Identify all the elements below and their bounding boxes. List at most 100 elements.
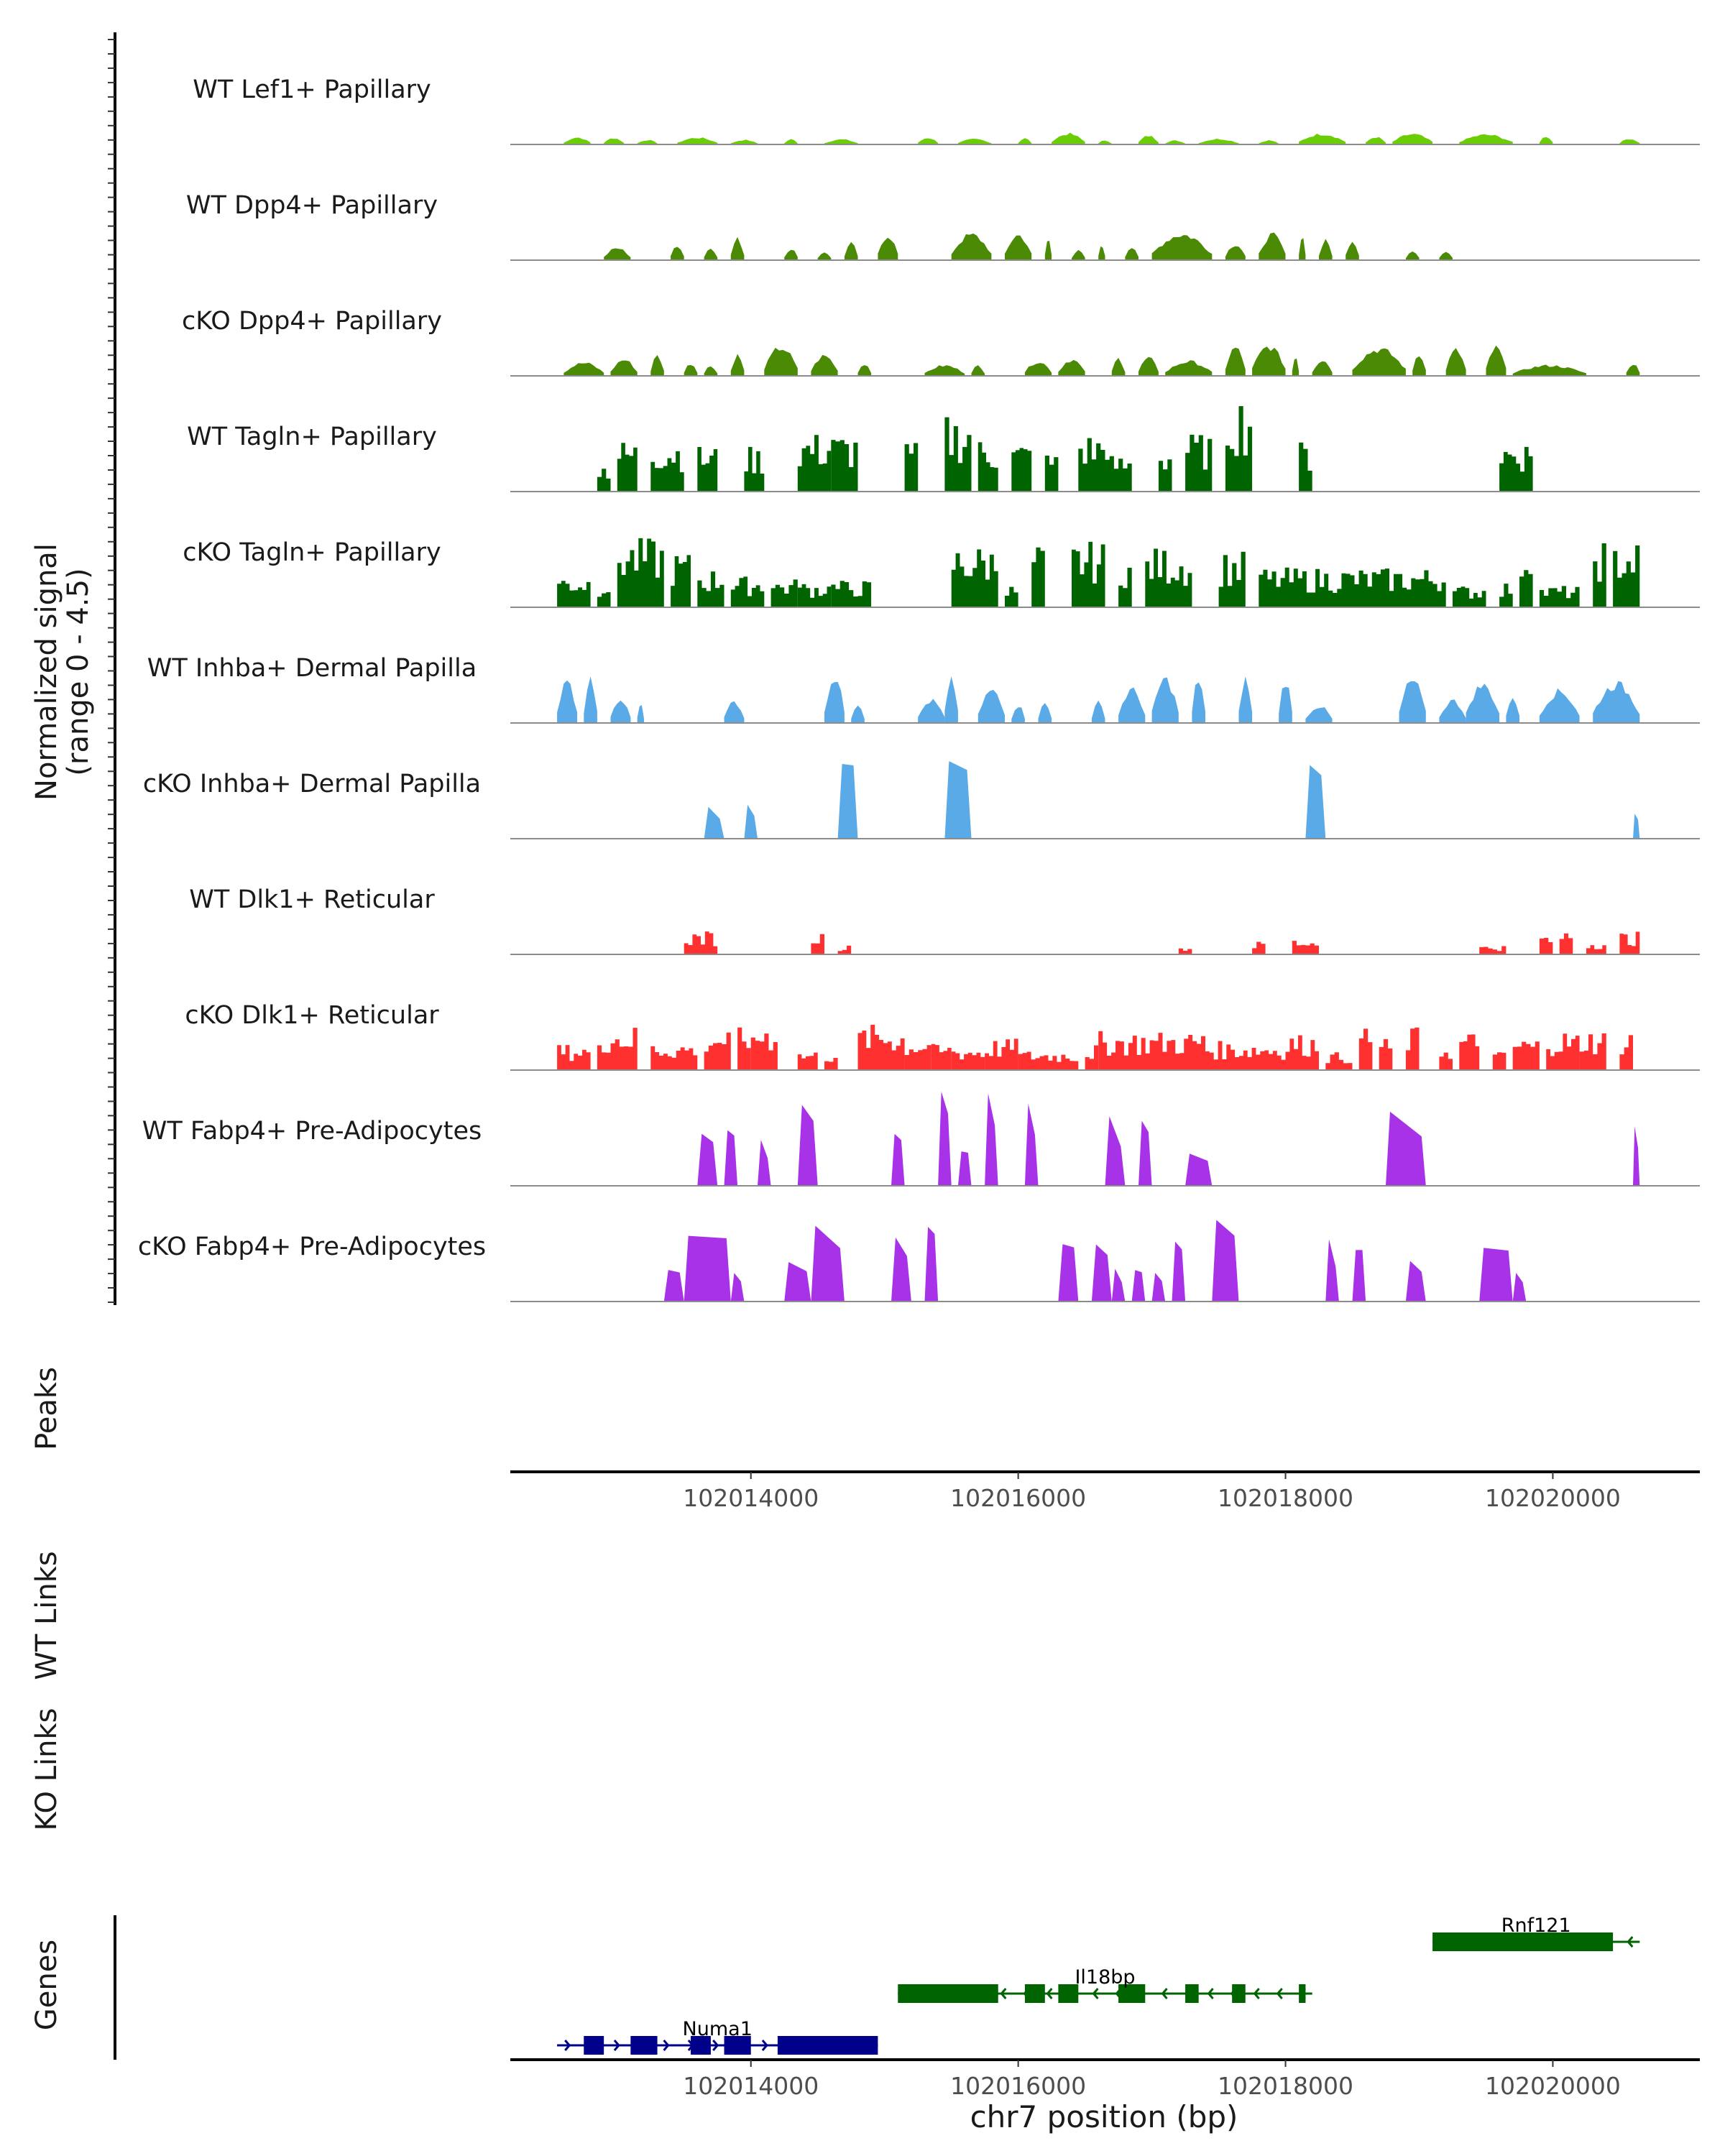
- signal-peak: [1031, 547, 1045, 607]
- signal-peak: [1299, 442, 1312, 492]
- signal-peak: [1024, 363, 1052, 376]
- signal-peak: [1459, 1034, 1480, 1070]
- signal-peak: [724, 701, 745, 723]
- signal-peak: [1072, 249, 1085, 260]
- signal-peak: [1185, 1153, 1213, 1186]
- signal-peak: [784, 1262, 811, 1302]
- signal-peak: [904, 1045, 932, 1070]
- signal-peak: [1593, 543, 1606, 607]
- wt-links-panel-label: WT Links: [30, 1551, 63, 1680]
- signal-peak: [1091, 700, 1105, 723]
- signal-peak: [891, 1133, 905, 1186]
- strand-arrow: [761, 2040, 768, 2051]
- signal-peak: [878, 237, 898, 260]
- signal-peak: [730, 1273, 745, 1302]
- signal-peak: [704, 1032, 731, 1070]
- signal-peak: [1044, 241, 1052, 260]
- signal-peak: [1172, 1241, 1186, 1302]
- peaks-x-tick-label: 102018000: [1218, 1484, 1353, 1512]
- signal-peak: [610, 360, 638, 376]
- gene-name-label: Il18bp: [1075, 1966, 1135, 1989]
- genes-x-axis: 102014000 102016000 102018000 102020000: [510, 2058, 1700, 2100]
- signal-peak: [1138, 356, 1159, 376]
- signal-peak: [1633, 1126, 1640, 1186]
- signal-peak: [824, 681, 845, 723]
- signal-peak: [1178, 948, 1192, 954]
- signal-peak: [1492, 1052, 1506, 1070]
- signal-peak: [1125, 248, 1138, 260]
- signal-peak: [1131, 1270, 1146, 1302]
- signal-peak: [564, 362, 604, 376]
- signal-peak: [1319, 239, 1333, 260]
- gene-exon: [630, 2036, 658, 2055]
- signal-peak: [1539, 586, 1580, 607]
- track-label: WT Dlk1+ Reticular: [189, 885, 435, 914]
- signal-peak: [650, 451, 684, 492]
- signal-peak: [1038, 703, 1052, 723]
- strand-arrow: [1161, 1988, 1168, 1999]
- signal-peak: [957, 1151, 972, 1186]
- signal-peak: [857, 1024, 905, 1070]
- signal-peak: [1098, 246, 1105, 260]
- gene-name-label: Rnf121: [1501, 1915, 1571, 1937]
- track-cko-fabp4-pre-adipocytes: cKO Fabp4+ Pre-Adipocytes: [138, 1220, 1700, 1302]
- signal-peak: [904, 443, 919, 492]
- signal-peak: [1225, 406, 1253, 492]
- signal-peak: [1044, 456, 1059, 492]
- side-panel-labels: Peaks WT Links KO Links Genes: [30, 1367, 63, 2030]
- signal-peak: [1305, 765, 1326, 839]
- track-label: cKO Fabp4+ Pre-Adipocytes: [138, 1233, 486, 1261]
- signal-peak: [1479, 1248, 1513, 1302]
- signal-peak: [704, 249, 718, 260]
- signal-peak: [1546, 1033, 1580, 1070]
- signal-peak: [944, 676, 958, 723]
- signal-peak: [1005, 586, 1018, 607]
- signal-peak: [1205, 1041, 1286, 1070]
- peaks-x-axis: 102014000 102016000 102018000 102020000: [510, 1470, 1700, 1512]
- signal-peak: [831, 440, 858, 492]
- gene-exon: [1232, 1984, 1246, 2003]
- signal-peak: [1299, 134, 1346, 144]
- signal-peak: [1018, 138, 1032, 144]
- signal-peak: [1011, 448, 1032, 492]
- signal-peak: [1151, 677, 1179, 723]
- strand-arrow: [663, 2040, 670, 2051]
- signal-peak: [617, 443, 638, 492]
- signal-peak: [1519, 570, 1533, 607]
- signal-peak: [557, 680, 577, 723]
- signal-peak: [824, 1058, 838, 1070]
- signal-peak: [817, 252, 832, 260]
- signal-peak: [1105, 1116, 1126, 1186]
- signal-peak: [1445, 348, 1466, 376]
- signal-peak: [557, 581, 591, 607]
- signal-peak: [1078, 438, 1105, 492]
- genes-x-tick-label: 102018000: [1218, 2072, 1353, 2100]
- signal-peak: [1052, 132, 1085, 144]
- signal-peak: [1626, 364, 1640, 376]
- signal-peak: [1198, 139, 1239, 144]
- gene-numa1: Numa1: [557, 2018, 878, 2055]
- signal-peak: [797, 435, 832, 492]
- track-label: WT Tagln+ Papillary: [187, 423, 437, 451]
- signal-peak: [764, 347, 798, 376]
- signal-peak: [758, 1140, 771, 1186]
- signal-peak: [924, 1227, 939, 1302]
- signal-peak: [1118, 568, 1132, 607]
- signal-peak: [1439, 252, 1453, 260]
- peaks-x-tick-label: 102016000: [950, 1484, 1086, 1512]
- signal-peak: [784, 139, 798, 144]
- signal-peak: [684, 1235, 731, 1302]
- signal-peak: [1619, 1035, 1633, 1070]
- signal-peak: [1358, 1028, 1373, 1070]
- signal-peak: [985, 1093, 998, 1186]
- signal-peak: [1024, 1103, 1039, 1186]
- signal-peak: [1259, 567, 1446, 607]
- peaks-x-tick-label: 102014000: [683, 1484, 819, 1512]
- signal-peak: [824, 139, 858, 144]
- strand-arrow: [1253, 1988, 1260, 1999]
- ko-links-panel-label: KO Links: [30, 1708, 63, 1831]
- signal-peak: [957, 139, 992, 144]
- signal-peak: [1392, 134, 1433, 144]
- signal-peak: [1453, 586, 1486, 607]
- signal-peak: [1512, 1273, 1527, 1302]
